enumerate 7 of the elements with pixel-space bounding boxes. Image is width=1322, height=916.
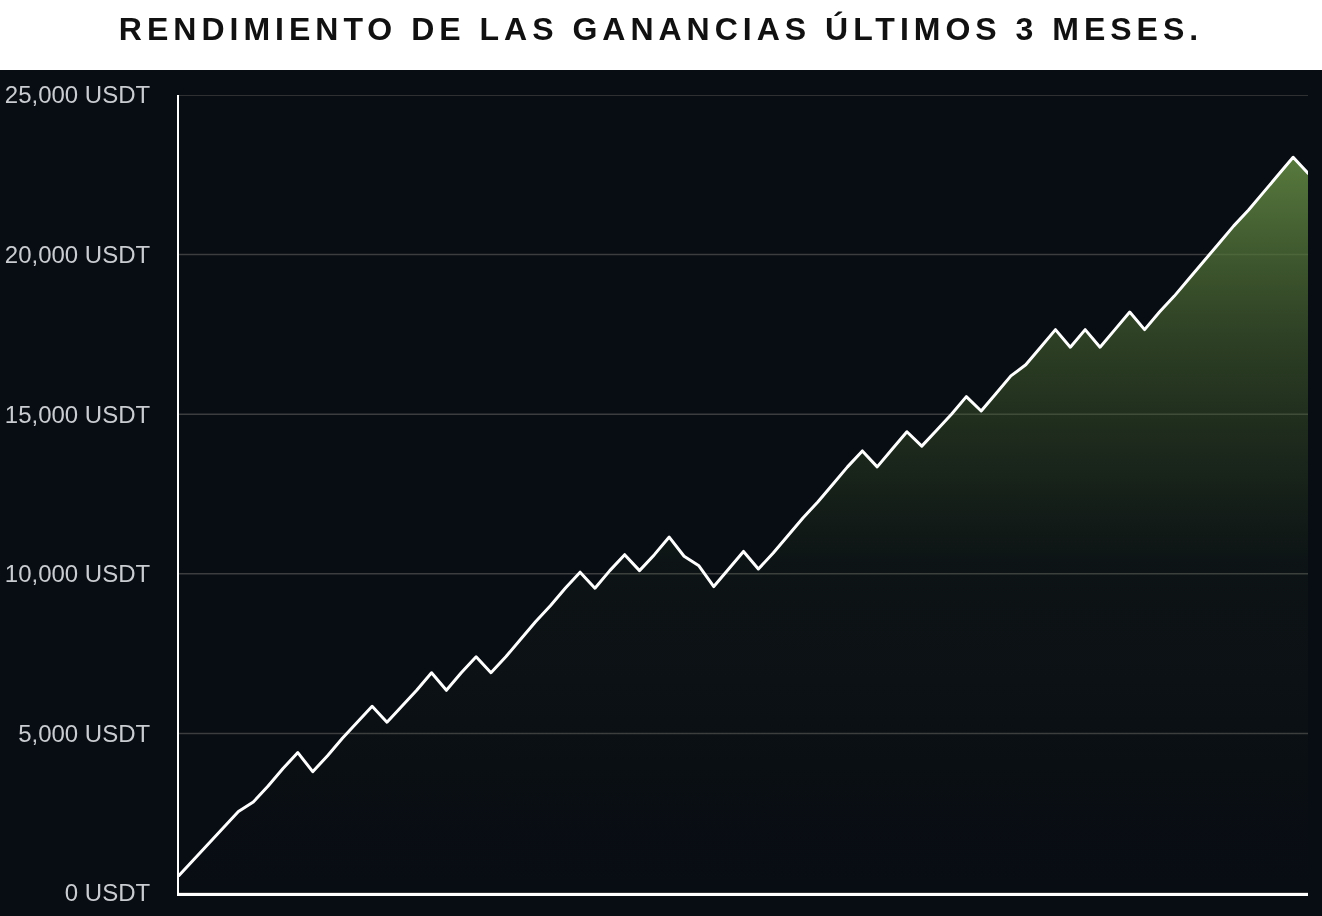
y-tick-label: 25,000 USDT	[4, 81, 151, 109]
y-tick-label: 15,000 USDT	[4, 400, 151, 428]
y-tick-label: 10,000 USDT	[4, 560, 151, 588]
y-tick-label: 0 USDT	[64, 879, 151, 907]
y-tick-label: 5,000 USDT	[18, 719, 151, 747]
y-tick-label: 20,000 USDT	[4, 241, 151, 268]
chart-title: RENDIMIENTO DE LAS GANANCIAS ÚLTIMOS 3 MESES.	[118, 11, 1204, 48]
